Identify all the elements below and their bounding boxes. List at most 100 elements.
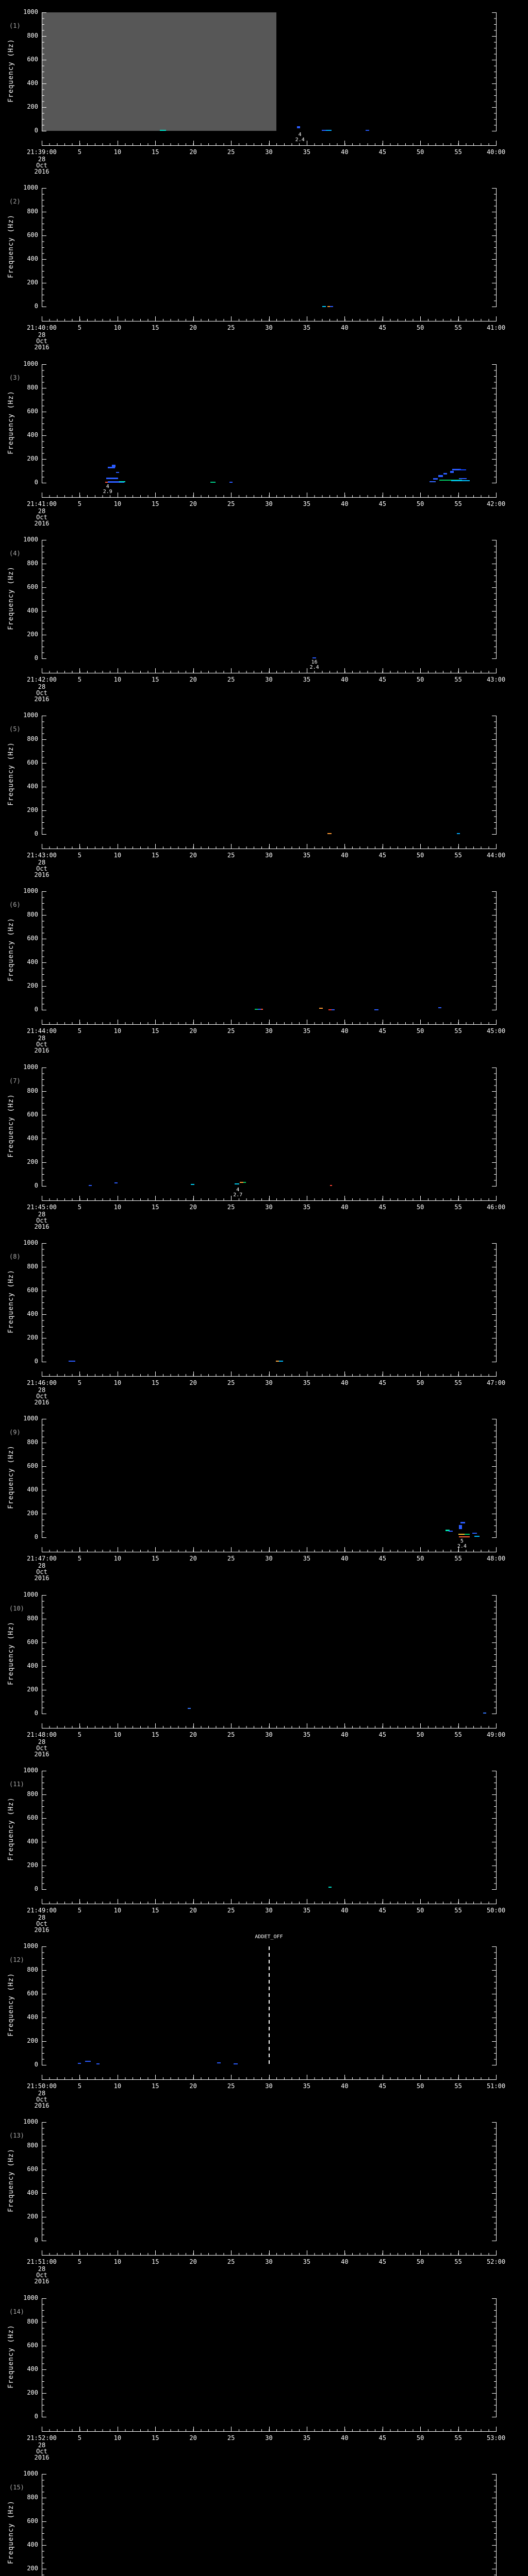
x-tick-label: 15 — [152, 148, 159, 156]
x-tick-label: 40 — [341, 1906, 349, 1914]
x-tick-label: 5 — [77, 852, 82, 859]
x-major-tick — [231, 844, 232, 849]
x-major-tick — [496, 2075, 497, 2080]
spectrogram-event-mark — [328, 1009, 332, 1010]
y-axis-title: Frequency (Hz) — [7, 2500, 15, 2564]
y-axis-title: Frequency (Hz) — [7, 2148, 15, 2213]
x-major-tick — [458, 668, 459, 673]
y-tick-label: 1000 — [23, 360, 38, 367]
x-major-tick — [269, 668, 270, 673]
x-major-tick — [231, 1195, 232, 1200]
y-minor-ticks-left — [42, 2298, 44, 2417]
x-major-tick — [231, 1020, 232, 1025]
x-major-tick — [458, 2426, 459, 2431]
x-major-tick — [496, 668, 497, 673]
x-major-tick — [269, 2075, 270, 2080]
x-tick-label: 50 — [416, 2082, 424, 2090]
x-start-date-line: 2016 — [34, 168, 50, 175]
y-tick-label: 600 — [27, 583, 38, 590]
x-tick-label: 35 — [303, 2434, 311, 2442]
x-start-date-line: 2016 — [34, 1223, 50, 1230]
x-tick-label: 25 — [227, 1906, 235, 1914]
spectrogram-event-mark — [483, 1713, 486, 1714]
x-major-tick — [458, 1547, 459, 1552]
x-tick-label: 35 — [303, 1379, 311, 1387]
spectrogram-event-mark — [296, 126, 300, 128]
spectrogram-event-mark — [105, 481, 109, 483]
x-major-tick — [193, 2250, 194, 2256]
x-major-tick — [193, 668, 194, 673]
x-tick-label: 55 — [454, 2082, 462, 2090]
event-annotation-count: 5 — [460, 1538, 464, 1545]
y-major-tick-left — [42, 658, 46, 659]
addet-off-label: ADDET_OFF — [255, 1934, 283, 1940]
y-tick-label: 200 — [27, 2037, 38, 2045]
spectrogram-event-mark — [116, 471, 119, 473]
x-tick-label: 20 — [189, 1203, 197, 1211]
x-start-date-line: Oct — [36, 2272, 47, 2279]
y-tick-label: 1000 — [23, 1590, 38, 1598]
x-major-tick — [269, 1723, 270, 1728]
y-tick-label: 400 — [27, 431, 38, 438]
x-tick-label: 25 — [227, 1379, 235, 1387]
x-major-tick — [193, 1723, 194, 1728]
spectrogram-event-mark — [312, 657, 317, 659]
x-end-time-label: 49:00 — [486, 1731, 506, 1738]
x-major-tick — [458, 1195, 459, 1200]
y-major-tick-left — [42, 763, 46, 764]
y-major-tick-left — [42, 1889, 46, 1890]
x-tick-label: 20 — [189, 2258, 197, 2266]
x-start-time-label: 21:42:00 — [27, 675, 57, 683]
y-tick-label: 800 — [27, 2317, 38, 2325]
x-start-date-line: 2016 — [34, 519, 50, 527]
spectrogram-event-mark — [107, 467, 116, 469]
spectrogram-panel-7: (7) Frequency (Hz) 0 200 400 600 800 1000 21:45:… — [0, 1055, 528, 1231]
y-minor-ticks-left — [42, 12, 44, 131]
spectrogram-event-mark — [332, 1009, 335, 1010]
x-tick-label: 45 — [378, 852, 386, 859]
spectrogram-event-mark — [107, 481, 125, 483]
spectrogram-event-mark — [327, 306, 331, 307]
y-major-tick-right — [492, 2298, 496, 2299]
spectrogram-event-mark — [443, 472, 448, 475]
y-tick-label: 200 — [27, 103, 38, 110]
x-major-tick — [496, 2250, 497, 2256]
y-major-tick-left — [42, 2521, 46, 2522]
x-major-tick — [269, 2426, 270, 2431]
spectrogram-event-mark — [69, 1361, 76, 1362]
y-axis-line-right — [496, 1946, 497, 2066]
spectrogram-event-mark — [429, 481, 436, 482]
y-major-tick-left — [42, 834, 46, 835]
spectrogram-event-mark — [235, 1183, 240, 1184]
x-start-date-line: Oct — [36, 1744, 47, 1752]
x-tick-label: 10 — [113, 2258, 122, 2266]
y-major-tick-right — [492, 83, 496, 84]
x-major-tick — [344, 1020, 345, 1025]
y-tick-label: 600 — [27, 1638, 38, 1646]
y-minor-ticks-left — [42, 1946, 44, 2066]
x-major-tick — [79, 844, 80, 849]
x-tick-label: 50 — [416, 852, 424, 859]
spectrogram-event-mark — [255, 1008, 259, 1010]
spectrogram-event-mark — [106, 478, 119, 479]
spectrogram-event-mark — [326, 129, 332, 131]
x-major-tick — [496, 1371, 497, 1377]
x-tick-label: 20 — [189, 852, 197, 859]
x-tick-label: 50 — [416, 1379, 424, 1387]
spectrogram-event-mark — [322, 306, 326, 307]
x-tick-label: 50 — [416, 1027, 424, 1035]
panel-index-label: (4) — [9, 549, 21, 557]
x-major-tick — [458, 141, 459, 145]
x-tick-label: 25 — [227, 2082, 235, 2090]
x-tick-label: 30 — [265, 324, 273, 332]
x-axis-line — [42, 1024, 497, 1025]
y-tick-label: 800 — [27, 32, 38, 39]
x-tick-label: 20 — [189, 1027, 197, 1035]
y-tick-label: 600 — [27, 407, 38, 415]
y-axis-line-right — [496, 1595, 497, 1714]
y-minor-ticks-left — [42, 1243, 44, 1363]
x-major-tick — [269, 141, 270, 145]
spectrogram-event-mark — [450, 470, 454, 473]
x-major-tick — [496, 2426, 497, 2431]
y-axis-line-right — [496, 2474, 497, 2576]
